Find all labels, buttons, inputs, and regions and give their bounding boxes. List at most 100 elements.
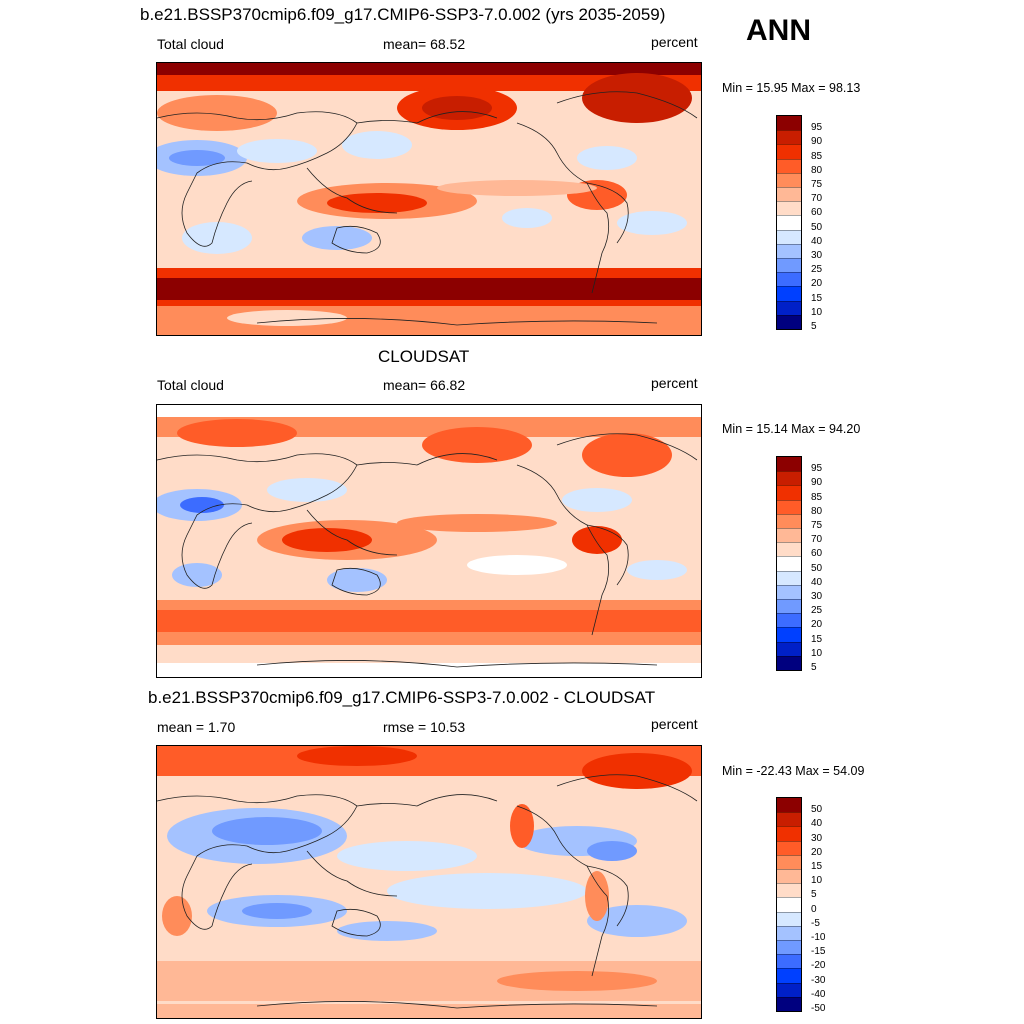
colorbar-swatch: [777, 215, 801, 230]
colorbar-swatch: [777, 116, 801, 131]
colorbar-swatch: [777, 627, 801, 642]
colorbar-tick-label: 50: [811, 562, 823, 574]
colorbar-tick-label: 50: [811, 221, 823, 233]
colorbar-swatch: [777, 300, 801, 315]
colorbar-tick-label: 10: [811, 875, 823, 887]
colorbar-swatch: [777, 314, 801, 329]
colorbar-tick-label: 75: [811, 519, 823, 531]
colorbar-tick-label: 85: [811, 150, 823, 162]
colorbar-swatch: [777, 655, 801, 670]
panel-1-title: b.e21.BSSP370cmip6.f09_g17.CMIP6-SSP3-7.…: [140, 5, 666, 24]
colorbar-swatch: [777, 968, 801, 983]
colorbar-swatch: [777, 528, 801, 543]
panel-3-colorbar: 50 40 30 20 15 10 5 0 -5 -10 -15 -20 -30 -40 -50: [776, 797, 825, 1014]
colorbar-swatch: [777, 172, 801, 187]
colorbar-swatch: [777, 144, 801, 159]
colorbar-tick-label: 40: [811, 235, 823, 247]
panel-1-mean-label: mean= 68.52: [383, 36, 466, 52]
colorbar-tick-label: 5: [811, 661, 817, 673]
colorbar-tick-label: 15: [811, 633, 823, 645]
colorbar-swatch: [777, 940, 801, 955]
colorbar-tick-label: 70: [811, 193, 823, 205]
colorbar-tick-label: 10: [811, 647, 823, 659]
colorbar-swatch: [777, 911, 801, 926]
colorbar-swatch: [777, 499, 801, 514]
colorbar-tick-label: 90: [811, 136, 823, 148]
colorbar-swatch: [777, 513, 801, 528]
colorbar-swatch: [777, 158, 801, 173]
colorbar-swatch: [777, 584, 801, 599]
colorbar-swatch: [777, 897, 801, 912]
colorbar-swatch: [777, 272, 801, 287]
panel-1-variable-label: Total cloud: [157, 36, 224, 52]
panel-3-units-label: percent: [651, 716, 698, 732]
panel-2-map: [156, 404, 702, 678]
colorbar-tick-label: 85: [811, 491, 823, 503]
panel-2-colorbar: 95 90 85 80 75 70 60 50 40 30 25 20 15 10 5: [776, 456, 822, 673]
colorbar-tick-label: -5: [811, 917, 820, 929]
colorbar-tick-label: 5: [811, 320, 817, 332]
panel-1-map: [156, 62, 702, 336]
colorbar-tick-label: -50: [811, 1002, 826, 1014]
colorbar-swatch: [777, 556, 801, 571]
colorbar-swatch: [777, 996, 801, 1011]
colorbar-swatch: [777, 982, 801, 997]
colorbar-swatch: [777, 570, 801, 585]
panel-2-title: CLOUDSAT: [378, 347, 470, 366]
colorbar-swatch: [777, 798, 801, 813]
colorbar-swatch: [777, 641, 801, 656]
colorbar-tick-label: 30: [811, 832, 823, 844]
panel-2-minmax-label: Min = 15.14 Max = 94.20: [722, 422, 861, 436]
colorbar-swatch: [777, 925, 801, 940]
colorbar-tick-label: -15: [811, 946, 826, 958]
colorbar-tick-label: 15: [811, 292, 823, 304]
panel-2-variable-label: Total cloud: [157, 377, 224, 393]
panel-2-mean-label: mean= 66.82: [383, 377, 466, 393]
colorbar-swatch: [777, 130, 801, 145]
colorbar-swatch: [777, 599, 801, 614]
panel-3-rmse-label: rmse = 10.53: [383, 719, 466, 735]
colorbar-tick-label: 5: [811, 889, 817, 901]
panel-3-minmax-label: Min = -22.43 Max = 54.09: [722, 764, 865, 778]
colorbar-tick-label: 75: [811, 178, 823, 190]
colorbar-swatch: [777, 471, 801, 486]
colorbar-swatch: [777, 485, 801, 500]
colorbar-swatch: [777, 187, 801, 202]
colorbar-tick-label: -20: [811, 960, 826, 972]
panel-1-minmax-label: Min = 15.95 Max = 98.13: [722, 81, 861, 95]
panel-2-units-label: percent: [651, 375, 698, 391]
colorbar-swatch: [777, 826, 801, 841]
colorbar-swatch: [777, 258, 801, 273]
colorbar-tick-label: 25: [811, 264, 823, 276]
colorbar-swatch: [777, 954, 801, 969]
colorbar-swatch: [777, 854, 801, 869]
colorbar-tick-label: 90: [811, 477, 823, 489]
colorbar-swatch: [777, 201, 801, 216]
colorbar-tick-label: 60: [811, 548, 823, 560]
colorbar-swatch: [777, 812, 801, 827]
colorbar-tick-label: 60: [811, 207, 823, 219]
colorbar-tick-label: 30: [811, 590, 823, 602]
colorbar-swatch: [777, 883, 801, 898]
colorbar-tick-label: 20: [811, 846, 823, 858]
colorbar-swatch: [777, 869, 801, 884]
colorbar-tick-label: -40: [811, 988, 826, 1000]
colorbar-tick-label: 95: [811, 463, 823, 475]
colorbar-tick-label: 25: [811, 605, 823, 617]
colorbar-tick-label: 50: [811, 804, 823, 816]
colorbar-tick-label: -10: [811, 931, 826, 943]
season-label: ANN: [746, 14, 811, 47]
panel-1-units-label: percent: [651, 34, 698, 50]
colorbar-swatch: [777, 286, 801, 301]
colorbar-tick-label: 20: [811, 278, 823, 290]
colorbar-tick-label: 15: [811, 860, 823, 872]
colorbar-tick-label: 80: [811, 164, 823, 176]
colorbar-swatch: [777, 613, 801, 628]
colorbar-swatch: [777, 840, 801, 855]
colorbar-swatch: [777, 243, 801, 258]
colorbar-tick-label: 20: [811, 619, 823, 631]
panel-3-map: [156, 745, 702, 1019]
colorbar-tick-label: -30: [811, 974, 826, 986]
panel-3-mean-label: mean = 1.70: [157, 719, 236, 735]
colorbar-swatch: [777, 457, 801, 472]
